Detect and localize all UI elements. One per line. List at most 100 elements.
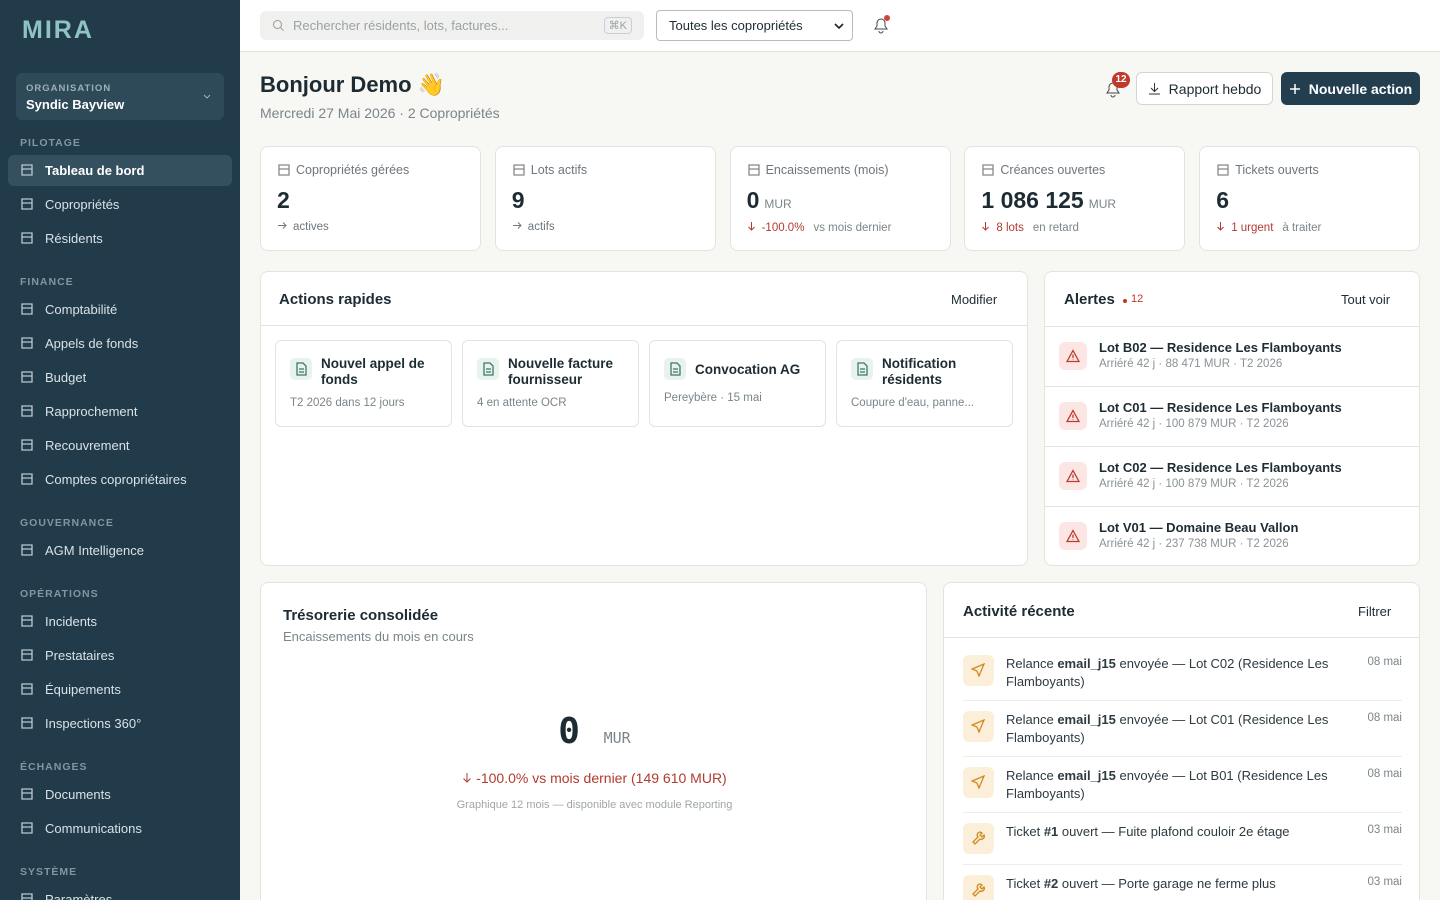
alert-detail: Arriéré 42 j · 88 471 MUR · T2 2026	[1099, 358, 1283, 370]
nav-item[interactable]: Copropriétés	[8, 189, 232, 220]
kpi-label: Copropriétés gérées	[296, 163, 410, 177]
treasury-amount: 0 MUR	[261, 711, 926, 752]
icon-glyph	[21, 164, 33, 176]
icon	[963, 711, 994, 742]
icon-glyph	[21, 232, 33, 244]
nav-item[interactable]: Inspections 360°	[8, 708, 232, 739]
nav-item[interactable]: Documents	[8, 779, 232, 810]
right-arrow	[278, 222, 287, 229]
down-arrow	[463, 773, 472, 783]
nav-item[interactable]: Comptes copropriétaires	[8, 464, 232, 495]
search[interactable]: Rechercher résidents, lots, factures... …	[260, 11, 644, 40]
nav-item[interactable]: Budget	[8, 362, 232, 393]
property-filter[interactable]: Toutes les copropriétés	[656, 10, 853, 41]
kpi-value: 6	[1216, 187, 1229, 214]
alerts-count: 12	[1131, 293, 1144, 305]
kpi-card: Créances ouvertes 1 086 125 MUR 8 lots en re…	[964, 146, 1186, 251]
nav-label: Appels de fonds	[45, 336, 139, 351]
action-sub: Pereybère · 15 mai	[664, 392, 762, 404]
org-switcher[interactable]: ORGANISATION Syndic Bayview	[16, 73, 224, 120]
new-action-button[interactable]: Nouvelle action	[1281, 72, 1420, 105]
value: 1 086 125	[981, 187, 1084, 213]
alert-row[interactable]: Lot B02 — Residence Les Flamboyants Arrié…	[1045, 326, 1419, 386]
nav-item[interactable]: Résidents	[8, 223, 232, 254]
nav-item[interactable]: Appels de fonds	[8, 328, 232, 359]
nav-item[interactable]: Prestataires	[8, 640, 232, 671]
nav-label: Recouvrement	[45, 438, 130, 453]
down-arrow	[1217, 222, 1225, 231]
icon-glyph	[483, 362, 494, 376]
kpi-label: Créances ouvertes	[1000, 163, 1106, 177]
nav-item[interactable]: Tableau de bord	[8, 155, 232, 186]
nav-item[interactable]: AGM Intelligence	[8, 535, 232, 566]
nav-item[interactable]: Recouvrement	[8, 430, 232, 461]
icon	[20, 302, 34, 319]
filter-link[interactable]: Filtrer	[1358, 604, 1392, 619]
icon	[1216, 163, 1230, 182]
nav-section-title: OPÉRATIONS	[20, 588, 99, 600]
activity-text: Relance email_j15 envoyée — Lot C01 (Res…	[1006, 711, 1355, 746]
topbar: Rechercher résidents, lots, factures... …	[240, 0, 1440, 52]
icon-glyph	[1065, 529, 1081, 543]
icon-glyph	[857, 362, 868, 376]
unit: MUR	[603, 729, 631, 747]
icon-glyph	[1065, 469, 1081, 483]
activity-text: Relance email_j15 envoyée — Lot C02 (Res…	[1006, 655, 1355, 690]
icon	[20, 648, 34, 665]
treasury-change: -100.0% vs mois dernier (149 610 MUR)	[261, 770, 926, 786]
edit-link[interactable]: Modifier	[951, 292, 998, 307]
trend: 1 urgent	[1231, 221, 1274, 234]
dot	[1123, 299, 1127, 303]
icon-glyph	[970, 774, 986, 790]
icon-glyph	[747, 164, 760, 176]
nav-item[interactable]: Paramètres	[8, 884, 232, 900]
quick-action[interactable]: Nouvelle facture fournisseur 4 en attente…	[462, 340, 639, 427]
icon	[20, 543, 34, 560]
trend-arrow	[981, 221, 990, 234]
alert-detail: Arriéré 42 j · 237 738 MUR · T2 2026	[1099, 538, 1289, 550]
icon-glyph	[970, 662, 986, 678]
trend-note: en retard	[1032, 221, 1079, 234]
alert-row[interactable]: Lot C01 — Residence Les Flamboyants Arrié…	[1045, 386, 1419, 446]
icon-glyph	[21, 439, 33, 451]
nav-item[interactable]: Comptabilité	[8, 294, 232, 325]
prefix: Relance	[1006, 768, 1058, 783]
nav-item[interactable]: Incidents	[8, 606, 232, 637]
bold-token: email_j15	[1057, 768, 1116, 783]
plus-icon	[1289, 83, 1300, 94]
value: 0	[746, 187, 760, 213]
alert-row[interactable]: Lot C02 — Residence Les Flamboyants Arrié…	[1045, 446, 1419, 506]
icon	[981, 163, 995, 182]
nav-label: Paramètres	[45, 892, 113, 900]
nav-item[interactable]: Communications	[8, 813, 232, 844]
report-button[interactable]: Rapport hebdo	[1136, 72, 1273, 105]
icon	[963, 875, 994, 900]
nav-label: Équipements	[45, 682, 121, 697]
quick-action[interactable]: Notification résidents Coupure d'eau, pan…	[836, 340, 1013, 427]
filter-text: Toutes les copropriétés	[669, 18, 803, 33]
card-title: Alertes	[1064, 291, 1115, 308]
search-placeholder: Rechercher résidents, lots, factures...	[293, 18, 509, 33]
kpi-label: Lots actifs	[530, 163, 588, 177]
kpi-trend: -100.0% vs mois dernier	[747, 221, 892, 234]
nav-section-title: PILOTAGE	[20, 137, 81, 149]
nav-label: AGM Intelligence	[45, 543, 144, 558]
right-arrow	[512, 222, 522, 229]
icon	[963, 823, 994, 854]
quick-action[interactable]: Convocation AG Pereybère · 15 mai	[649, 340, 826, 427]
trend-note: vs mois dernier	[813, 221, 892, 234]
icon	[477, 358, 499, 380]
chevron	[203, 94, 211, 99]
see-all-link[interactable]: Tout voir	[1341, 292, 1391, 307]
icon	[20, 404, 34, 421]
nav-item[interactable]: Rapprochement	[8, 396, 232, 427]
alert-row[interactable]: Lot V01 — Domaine Beau Vallon Arriéré 42 …	[1045, 506, 1419, 565]
date-line: Mercredi 27 Mai 2026 · 2 Copropriétés	[260, 105, 500, 121]
quick-actions-card: Actions rapides Modifier Nouvel appel de…	[260, 271, 1028, 566]
action-title: Nouvel appel de fonds	[321, 356, 425, 387]
nav-item[interactable]: Équipements	[8, 674, 232, 705]
icon	[20, 370, 34, 387]
bell[interactable]	[871, 15, 891, 35]
quick-action[interactable]: Nouvel appel de fonds T2 2026 dans 12 jou…	[275, 340, 452, 427]
icon-glyph	[278, 164, 290, 176]
